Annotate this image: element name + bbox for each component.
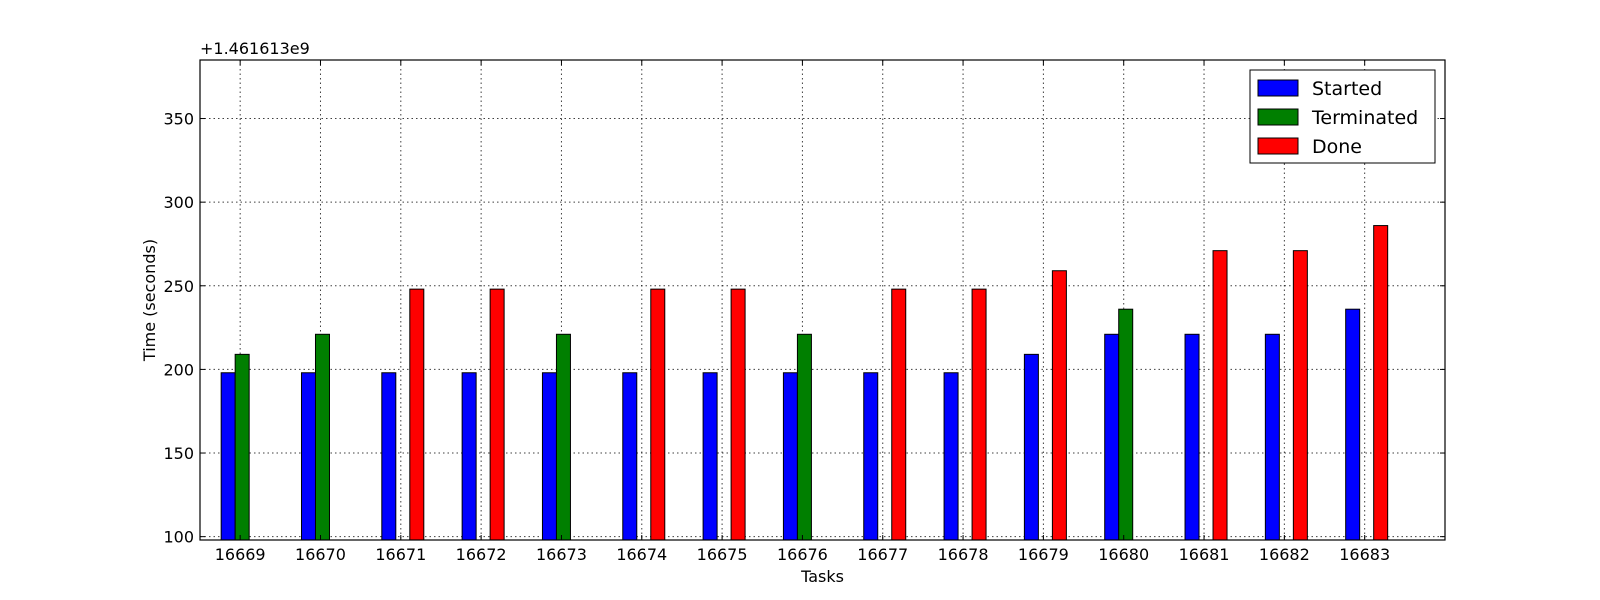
y-tick-label: 200 — [163, 360, 194, 379]
x-axis-label: Tasks — [800, 567, 844, 586]
x-tick-label: 16672 — [456, 545, 507, 564]
legend-label-started: Started — [1312, 78, 1382, 100]
bar-done-16682 — [1292, 250, 1308, 541]
bar-started-16680 — [1104, 333, 1120, 541]
bar-done-16677 — [891, 288, 907, 541]
bar-started-16669 — [220, 372, 236, 541]
grid-layer — [200, 60, 1445, 540]
bars-layer — [220, 225, 1389, 541]
bar-terminated-16670 — [314, 333, 330, 541]
x-tick-label: 16681 — [1179, 545, 1230, 564]
x-tick-label: 16674 — [616, 545, 667, 564]
bar-started-16674 — [622, 372, 638, 541]
legend-swatch-terminated — [1257, 108, 1299, 126]
y-tick-label: 250 — [163, 277, 194, 296]
legend-swatch-started — [1257, 79, 1299, 97]
x-tick-label: 16673 — [536, 545, 587, 564]
bar-started-16673 — [541, 372, 557, 541]
bar-done-16671 — [409, 288, 425, 541]
bar-started-16679 — [1023, 353, 1039, 541]
bar-started-16678 — [943, 372, 959, 541]
legend-label-terminated: Terminated — [1311, 107, 1418, 129]
bar-done-16679 — [1051, 270, 1067, 541]
bar-done-16672 — [489, 288, 505, 541]
y-tick-label: 350 — [163, 110, 194, 129]
plot-frame — [199, 59, 1446, 541]
bar-terminated-16669 — [234, 353, 250, 541]
x-tick-label: 16678 — [938, 545, 989, 564]
bar-started-16670 — [300, 372, 316, 541]
x-tick-label: 16675 — [697, 545, 748, 564]
bar-started-16671 — [381, 372, 397, 541]
bar-terminated-16676 — [796, 333, 812, 541]
x-tick-label: 16680 — [1098, 545, 1149, 564]
bar-started-16675 — [702, 372, 718, 541]
bar-done-16674 — [650, 288, 666, 541]
y-tick-label: 300 — [163, 193, 194, 212]
x-tick-label: 16669 — [215, 545, 266, 564]
x-tick-label: 16683 — [1339, 545, 1390, 564]
x-tick-label: 16677 — [857, 545, 908, 564]
bar-terminated-16680 — [1118, 308, 1134, 541]
x-tick-label: 16671 — [375, 545, 426, 564]
bar-done-16675 — [730, 288, 746, 541]
y-offset-label: +1.461613e9 — [200, 39, 310, 58]
bar-terminated-16673 — [555, 333, 571, 541]
x-tick-label: 16679 — [1018, 545, 1069, 564]
bar-done-16683 — [1373, 225, 1389, 541]
x-tick-label: 16682 — [1259, 545, 1310, 564]
legend: Started Terminated Done — [1249, 69, 1436, 164]
legend-swatch-done — [1257, 137, 1299, 155]
x-tick-label: 16676 — [777, 545, 828, 564]
y-axis-label: Time (seconds) — [140, 239, 159, 362]
bar-done-16678 — [971, 288, 987, 541]
y-tick-label: 100 — [163, 528, 194, 547]
bar-started-16683 — [1345, 308, 1361, 541]
bar-started-16672 — [461, 372, 477, 541]
bar-started-16676 — [782, 372, 798, 541]
legend-label-done: Done — [1312, 136, 1362, 158]
bar-started-16677 — [863, 372, 879, 541]
bar-started-16682 — [1264, 333, 1280, 541]
x-tick-label: 16670 — [295, 545, 346, 564]
bar-done-16681 — [1212, 250, 1228, 541]
y-tick-label: 150 — [163, 444, 194, 463]
ticks-layer: 16669 16670 16671 16672 16673 16674 16675 16676… — [163, 60, 1445, 564]
bar-started-16681 — [1184, 333, 1200, 541]
